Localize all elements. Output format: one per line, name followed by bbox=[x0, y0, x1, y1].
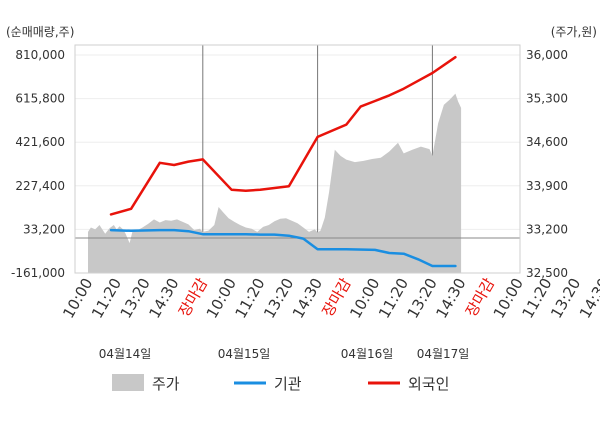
left-tick-label: 615,800 bbox=[15, 92, 65, 106]
date-label: 04월15일 bbox=[218, 347, 271, 361]
x-tick-label: 14:30 bbox=[432, 275, 469, 321]
x-tick-label: 14:30 bbox=[289, 275, 326, 321]
right-tick-label: 34,600 bbox=[526, 135, 568, 149]
foreign-line bbox=[109, 55, 457, 216]
x-axis-ticks: 10:0011:2013:2014:30장마감10:0011:2013:2014… bbox=[59, 275, 600, 322]
right-tick-label: 35,300 bbox=[526, 92, 568, 106]
right-tick-label: 32,500 bbox=[526, 266, 568, 280]
institution-line bbox=[109, 228, 457, 268]
plot-frame bbox=[74, 44, 521, 274]
legend-label-price: 주가 bbox=[152, 375, 180, 393]
date-label: 04월16일 bbox=[341, 347, 394, 361]
price-area bbox=[88, 93, 462, 273]
left-tick-label: 33,200 bbox=[23, 222, 65, 236]
left-tick-label: 421,600 bbox=[15, 135, 65, 149]
left-axis-unit: (순매매량,주) bbox=[6, 25, 74, 39]
date-label: 04월17일 bbox=[417, 347, 470, 361]
legend: 주가 기관 외국인 bbox=[112, 374, 449, 393]
date-labels: 04월14일 04월15일 04월16일 04월17일 bbox=[99, 347, 470, 361]
legend-label-foreign: 외국인 bbox=[408, 375, 449, 393]
left-tick-label: 227,400 bbox=[15, 179, 65, 193]
right-tick-label: 36,000 bbox=[526, 48, 568, 62]
right-axis-ticks: 36,000 35,300 34,600 33,900 33,200 32,500 bbox=[526, 48, 568, 280]
price-area-layer bbox=[88, 93, 462, 273]
net-buy-lines-layer bbox=[109, 55, 457, 268]
x-tick-label: 14:30 bbox=[145, 275, 182, 321]
left-tick-label: 810,000 bbox=[15, 48, 65, 62]
left-tick-label: -161,000 bbox=[11, 266, 65, 280]
right-tick-label: 33,200 bbox=[526, 222, 568, 236]
legend-swatch-price bbox=[112, 374, 144, 391]
right-tick-label: 33,900 bbox=[526, 179, 568, 193]
date-label: 04월14일 bbox=[99, 347, 152, 361]
right-axis-unit: (주가,원) bbox=[551, 25, 597, 39]
legend-label-institution: 기관 bbox=[274, 375, 302, 393]
left-axis-ticks: 810,000 615,800 421,600 227,400 33,200 -161,0… bbox=[11, 48, 65, 280]
